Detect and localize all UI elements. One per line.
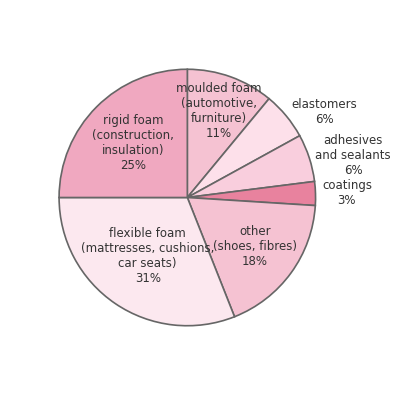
Text: rigid foam
(construction,
insulation)
25%: rigid foam (construction, insulation) 25…: [92, 114, 174, 172]
Text: adhesives
and sealants
6%: adhesives and sealants 6%: [315, 134, 391, 177]
Wedge shape: [59, 198, 234, 326]
Wedge shape: [187, 99, 300, 198]
Wedge shape: [187, 136, 314, 198]
Text: coatings
3%: coatings 3%: [322, 179, 372, 207]
Text: flexible foam
(mattresses, cushions,
car seats)
31%: flexible foam (mattresses, cushions, car…: [81, 227, 214, 285]
Wedge shape: [187, 69, 269, 198]
Text: elastomers
6%: elastomers 6%: [291, 98, 357, 126]
Text: other
(shoes, fibres)
18%: other (shoes, fibres) 18%: [213, 225, 297, 268]
Text: moulded foam
(automotive,
furniture)
11%: moulded foam (automotive, furniture) 11%: [176, 82, 261, 140]
Wedge shape: [187, 181, 316, 205]
Wedge shape: [187, 198, 315, 317]
Wedge shape: [59, 69, 187, 198]
